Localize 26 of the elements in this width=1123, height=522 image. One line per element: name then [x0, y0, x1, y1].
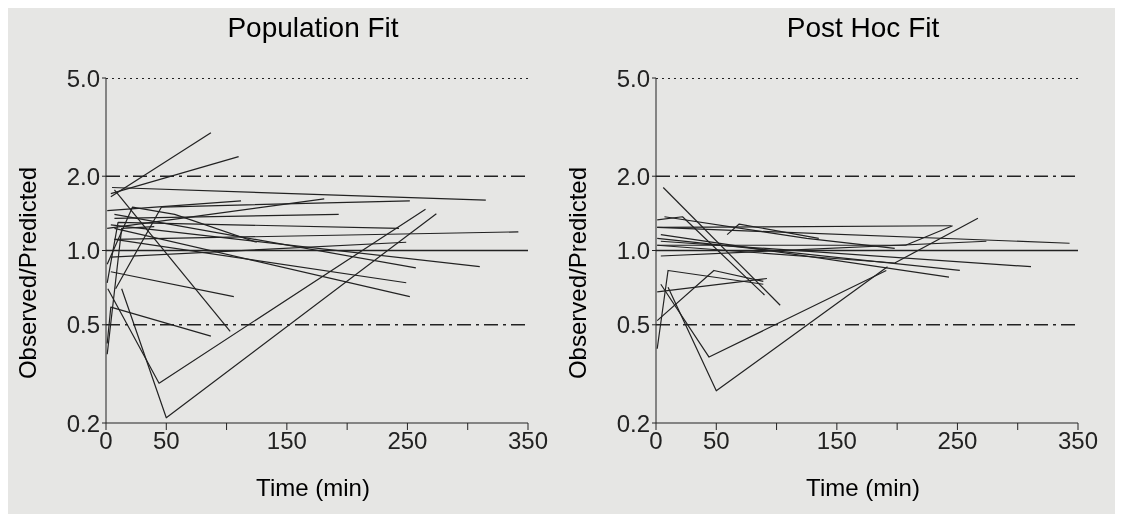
chart-title: Population Fit [226, 12, 400, 44]
x-axis-title: Time (min) [255, 474, 371, 502]
x-tick-label: 350 [507, 427, 549, 455]
y-tick-label: 2.0 [616, 162, 650, 190]
y-tick-label: 2.0 [66, 162, 100, 190]
x-tick-label: 350 [1057, 427, 1099, 455]
y-tick-label: 5.0 [66, 64, 100, 92]
x-tick-label: 50 [152, 427, 180, 455]
y-axis-title: Observed/Predicted [564, 166, 592, 380]
x-tick-label: 250 [937, 427, 978, 455]
y-tick-label: 0.2 [616, 409, 650, 437]
x-tick-label: 250 [387, 427, 428, 455]
y-tick-label: 1.0 [66, 237, 100, 265]
x-tick-label: 0 [99, 427, 113, 455]
x-axis-title: Time (min) [805, 474, 921, 502]
x-tick-label: 50 [702, 427, 730, 455]
y-axis-title: Observed/Predicted [14, 166, 42, 380]
y-tick-label: 0.5 [66, 311, 100, 339]
x-tick-label: 150 [266, 427, 307, 455]
y-tick-label: 1.0 [616, 237, 650, 265]
x-tick-label: 150 [816, 427, 857, 455]
y-tick-label: 5.0 [616, 64, 650, 92]
y-tick-label: 0.2 [66, 409, 100, 437]
chart-title: Post Hoc Fit [785, 12, 941, 44]
y-tick-label: 0.5 [616, 311, 650, 339]
x-tick-label: 0 [649, 427, 663, 455]
